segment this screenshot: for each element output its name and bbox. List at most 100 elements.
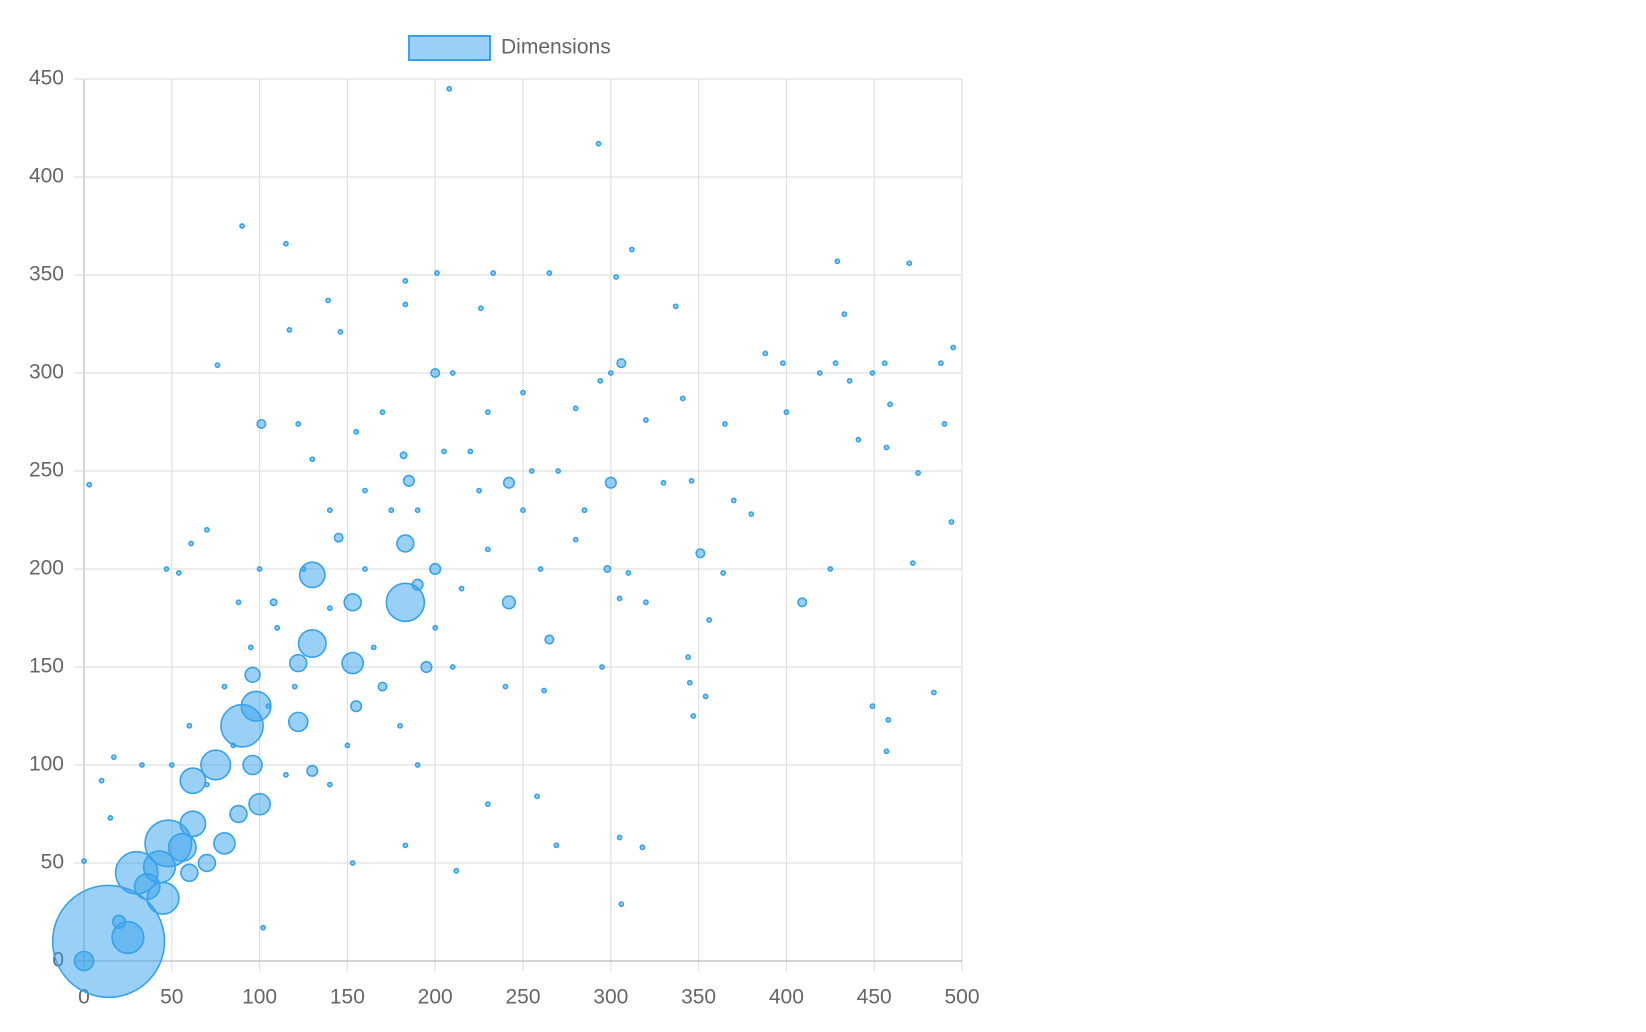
bubble	[288, 653, 308, 673]
bubble	[110, 754, 117, 761]
bubble	[326, 605, 333, 612]
y-tick-label: 50	[41, 851, 64, 874]
bubble	[476, 487, 483, 494]
bubble	[613, 274, 619, 280]
y-tick-label: 450	[29, 67, 64, 90]
bubble	[702, 693, 709, 700]
bubble	[244, 666, 261, 684]
legend-swatch	[408, 35, 491, 61]
x-tick-label: 0	[78, 986, 90, 1009]
y-tick-label: 250	[29, 459, 64, 482]
bubble	[446, 85, 453, 92]
bubble	[938, 360, 944, 367]
bubble	[429, 562, 442, 576]
bubble	[220, 703, 264, 748]
bubble	[906, 260, 913, 267]
bubble	[672, 303, 679, 310]
bubble	[477, 305, 484, 312]
bubble	[300, 566, 307, 572]
bubble	[616, 834, 623, 841]
bubble	[909, 560, 916, 567]
bubble	[834, 258, 841, 265]
bubble	[690, 713, 697, 719]
bubble	[869, 370, 876, 376]
bubble	[679, 395, 686, 402]
x-tick-label: 350	[681, 986, 716, 1009]
bubble	[230, 742, 237, 749]
bubble	[537, 566, 544, 572]
bubble	[399, 451, 408, 460]
bubble	[881, 360, 888, 367]
bubble	[186, 722, 193, 729]
bubble	[434, 270, 440, 276]
bubble	[349, 860, 356, 866]
bubble	[385, 582, 426, 623]
bubble	[163, 566, 170, 572]
bubble	[625, 570, 632, 576]
bubble	[432, 624, 439, 631]
bubble	[344, 742, 351, 749]
bubble	[362, 487, 368, 494]
bubble	[616, 358, 627, 369]
bubble	[341, 651, 365, 675]
bubble	[595, 140, 602, 147]
bubble	[544, 634, 555, 645]
bubble	[133, 873, 161, 900]
bubble	[139, 762, 145, 768]
x-tick-label: 400	[769, 986, 804, 1009]
bubble	[706, 617, 713, 623]
bubble	[885, 717, 892, 723]
bubble	[607, 370, 614, 376]
bubble	[534, 793, 540, 800]
bubble	[722, 421, 728, 427]
bubble	[213, 832, 236, 855]
bubble	[883, 748, 890, 755]
bubble	[688, 477, 695, 484]
bubble	[362, 566, 368, 572]
bubble	[402, 474, 415, 487]
bubble	[283, 771, 289, 778]
bubble	[306, 764, 319, 777]
bubble	[490, 270, 497, 276]
bubble	[81, 858, 87, 864]
bubble	[501, 595, 517, 610]
bubble	[616, 595, 623, 602]
bubble	[797, 597, 808, 608]
bubble	[730, 497, 737, 504]
legend-label: Dimensions	[501, 36, 611, 59]
y-tick-label: 300	[29, 361, 64, 384]
bubble	[581, 507, 588, 514]
bubble	[397, 722, 403, 729]
bubble	[221, 683, 228, 690]
bubble	[555, 468, 562, 474]
bubble	[520, 389, 526, 396]
bubble	[107, 815, 114, 821]
bubble	[467, 448, 474, 455]
bubble	[283, 240, 289, 247]
bubble	[553, 842, 560, 849]
bubble	[269, 598, 278, 607]
bubble	[379, 409, 386, 416]
bubble	[260, 924, 267, 931]
bubble	[441, 448, 447, 455]
bubble	[325, 297, 331, 304]
bubble	[484, 801, 491, 808]
bubble	[458, 585, 465, 592]
bubble	[484, 546, 491, 553]
bubble	[180, 863, 199, 883]
bubble	[388, 507, 395, 514]
bubble	[337, 328, 344, 335]
bubble	[502, 476, 516, 489]
bubble	[930, 689, 937, 696]
bubble	[298, 561, 326, 589]
bubble	[175, 570, 182, 576]
bubble	[832, 360, 839, 367]
bubble	[572, 536, 579, 543]
bubble	[370, 644, 377, 651]
bubble	[256, 566, 263, 572]
bubble	[783, 409, 790, 416]
bubble	[449, 370, 456, 376]
bubble	[204, 781, 210, 788]
bubble	[660, 479, 667, 486]
